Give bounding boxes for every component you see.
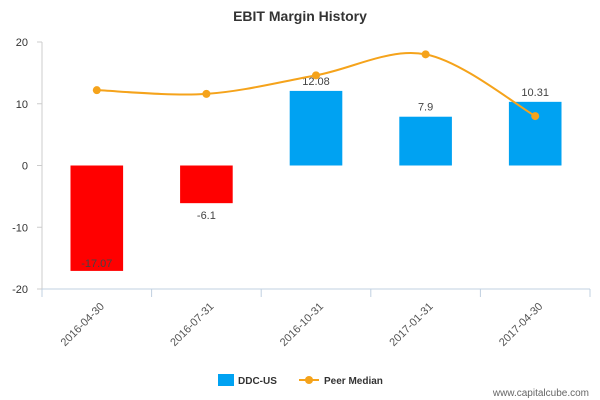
legend-label-peer-median: Peer Median: [324, 376, 383, 387]
peer-median-point[interactable]: [92, 86, 101, 95]
bar-data-labels: -17.07 -6.1 12.08 7.9 10.31: [81, 76, 549, 270]
peer-median-point[interactable]: [421, 50, 430, 59]
y-tick-label: -10: [12, 222, 28, 234]
peer-median-point[interactable]: [531, 112, 540, 121]
watermark-text: www.capitalcube.com: [492, 388, 589, 399]
bar-data-label: 7.9: [418, 102, 433, 114]
x-tick-label: 2017-04-30: [497, 301, 545, 349]
bar[interactable]: [70, 165, 124, 271]
peer-median-point[interactable]: [312, 71, 320, 80]
y-tick-label: 10: [16, 99, 28, 111]
bar-data-label: 12.08: [302, 76, 330, 88]
legend-item-ddc[interactable]: DDC-US: [218, 374, 277, 387]
x-tick-label: 2016-07-31: [168, 301, 216, 349]
bar-data-label: -6.1: [197, 210, 216, 222]
bar[interactable]: [180, 165, 233, 204]
bar-data-label: 10.31: [521, 87, 549, 99]
legend-label-ddc: DDC-US: [238, 376, 277, 387]
x-axis-ticks: 2016-04-30 2016-07-31 2016-10-31 2017-01-31…: [41, 289, 591, 349]
legend-bar-swatch: [218, 374, 234, 386]
bar-data-label: -17.07: [81, 258, 112, 270]
x-tick-label: 2016-10-31: [278, 301, 326, 349]
y-tick-label: 0: [22, 161, 28, 173]
bar[interactable]: [399, 116, 452, 166]
line-series: [92, 50, 540, 121]
legend-line-marker: [305, 376, 313, 384]
x-tick-label: 2017-01-31: [387, 301, 435, 349]
legend[interactable]: DDC-US Peer Median: [218, 374, 383, 387]
peer-median-point[interactable]: [202, 89, 211, 98]
x-tick-label: 2016-04-30: [59, 301, 107, 349]
bar[interactable]: [289, 90, 343, 166]
y-tick-label: 20: [16, 37, 28, 49]
bar[interactable]: [508, 101, 562, 166]
y-tick-label: -20: [12, 284, 28, 296]
chart-title: EBIT Margin History: [233, 8, 367, 24]
bar-series: [70, 90, 562, 271]
y-axis-ticks: 20 10 0 -10 -20: [12, 37, 42, 296]
legend-item-peer-median[interactable]: Peer Median: [299, 376, 383, 387]
